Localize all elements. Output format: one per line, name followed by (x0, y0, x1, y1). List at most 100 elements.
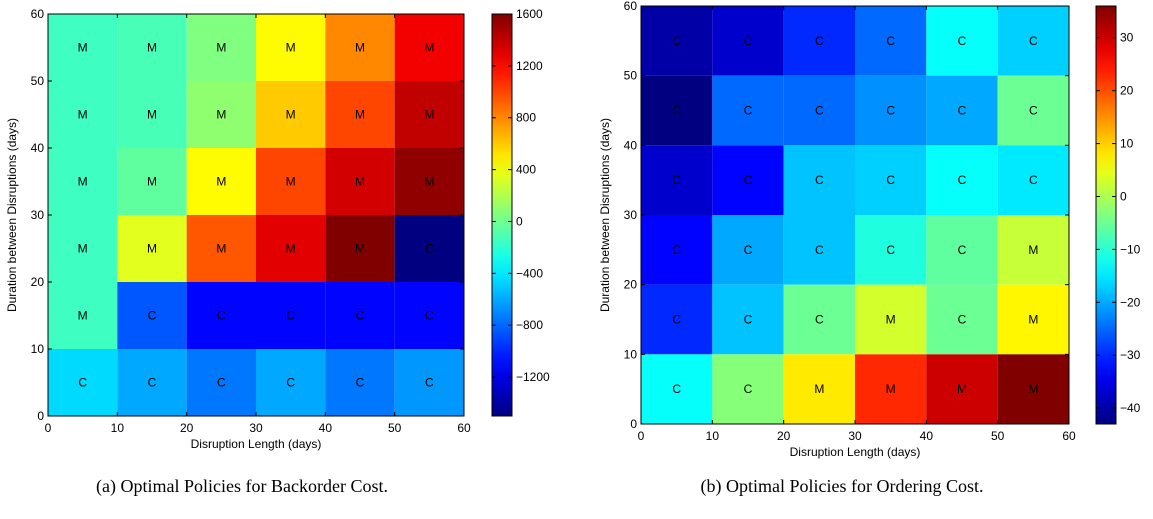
heatmap-cell-a-r1-c1 (117, 81, 187, 148)
heatmap-cell-b-r0-c0 (641, 6, 713, 76)
heatmap-cell-b-r1-c5 (997, 75, 1069, 146)
heatmap-cell-a-r4-c1 (117, 282, 187, 349)
cell-label-b-r1-c0: C (672, 104, 681, 118)
heatmap-cell-b-r5-c2 (783, 354, 855, 424)
cell-label-a-r5-c3: C (286, 376, 295, 390)
y-tick-label-a-2: 20 (31, 275, 45, 289)
heatmap-cell-b-r2-c2 (783, 145, 855, 215)
colorbar-tick-label-a-7: −1200 (516, 370, 550, 384)
x-tick-label-b-2: 20 (777, 429, 791, 443)
heatmap-cell-b-r2-c1 (712, 145, 784, 215)
heatmap-cell-a-r1-c0 (48, 81, 118, 148)
heatmap-cell-a-r0-c5 (394, 14, 464, 81)
y-tick-label-a-0: 0 (37, 409, 44, 423)
heatmap-cell-b-r1-c2 (783, 75, 855, 146)
heatmap-cell-a-r2-c3 (256, 148, 326, 215)
cell-label-b-r1-c1: C (744, 104, 753, 118)
cell-label-a-r1-c2: M (216, 108, 226, 122)
colorbar-tick-label-b-7: −40 (1120, 401, 1141, 415)
colorbar-tick-label-b-1: 20 (1120, 84, 1134, 98)
cell-label-a-r2-c3: M (286, 175, 296, 189)
heatmap-cell-a-r5-c5 (394, 349, 464, 416)
heatmap-cell-a-r3-c5 (394, 215, 464, 282)
cell-label-a-r4-c1: C (148, 309, 157, 323)
x-tick-label-a-3: 30 (249, 421, 263, 435)
cell-label-b-r3-c3: C (886, 243, 895, 257)
cell-label-a-r5-c1: C (148, 376, 157, 390)
colorbar-tick-label-a-4: 0 (516, 214, 523, 228)
cell-label-b-r2-c1: C (744, 173, 753, 187)
heatmap-cell-b-r4-c1 (712, 284, 784, 355)
heatmap-cell-b-r4-c3 (855, 284, 927, 355)
cell-label-a-r4-c0: M (78, 309, 88, 323)
cell-label-b-r3-c4: C (958, 243, 967, 257)
heatmap-cell-b-r1-c1 (712, 75, 784, 146)
cell-label-a-r0-c2: M (216, 41, 226, 55)
cell-label-a-r3-c5: C (425, 242, 434, 256)
cell-label-a-r5-c0: C (78, 376, 87, 390)
heatmap-cell-b-r3-c0 (641, 215, 713, 285)
cell-label-a-r0-c1: M (147, 41, 157, 55)
x-tick-label-b-0: 0 (638, 429, 645, 443)
cell-label-a-r4-c3: C (286, 309, 295, 323)
heatmap-a: M M M M M M M M M M M M M M M M M M M M M M M C M C C C C C C C C C C C 0 10 2… (5, 7, 550, 451)
cell-label-b-r2-c0: C (672, 173, 681, 187)
cell-label-a-r4-c5: C (425, 309, 434, 323)
cell-label-b-r1-c4: C (958, 104, 967, 118)
cell-label-b-r5-c4: M (957, 382, 967, 396)
heatmap-cell-b-r5-c3 (855, 354, 927, 424)
heatmap-cell-b-r3-c4 (926, 215, 998, 285)
heatmap-cell-a-r4-c5 (394, 282, 464, 349)
heatmap-cell-b-r2-c0 (641, 145, 713, 215)
cell-label-a-r3-c0: M (78, 242, 88, 256)
heatmap-cell-a-r5-c1 (117, 349, 187, 416)
cell-label-a-r1-c4: M (355, 108, 365, 122)
heatmap-cell-b-r4-c2 (783, 284, 855, 355)
cell-label-b-r4-c2: C (815, 313, 824, 327)
y-tick-label-a-6: 60 (31, 7, 45, 21)
colorbar-tick-label-a-1: 1200 (516, 59, 543, 73)
heatmap-cell-a-r3-c4 (325, 215, 395, 282)
heatmap-cell-a-r3-c0 (48, 215, 118, 282)
y-axis-label-b: Duration between Disruptions (days) (598, 118, 612, 312)
heatmap-cell-a-r1-c3 (256, 81, 326, 148)
heatmap-cell-b-r0-c3 (855, 6, 927, 76)
cell-label-b-r3-c1: C (744, 243, 753, 257)
cell-label-a-r1-c1: M (147, 108, 157, 122)
x-tick-label-a-6: 60 (457, 421, 471, 435)
cell-label-b-r3-c5: M (1028, 243, 1038, 257)
heatmap-cell-a-r3-c2 (186, 215, 256, 282)
cell-label-b-r5-c5: M (1028, 382, 1038, 396)
heatmap-cell-a-r0-c1 (117, 14, 187, 81)
heatmap-cell-b-r0-c1 (712, 6, 784, 76)
cell-label-b-r2-c2: C (815, 173, 824, 187)
heatmap-cell-b-r0-c5 (997, 6, 1069, 76)
heatmap-cell-a-r5-c4 (325, 349, 395, 416)
colorbar-tick-label-b-6: −30 (1120, 348, 1141, 362)
caption-a: (a) Optimal Policies for Backorder Cost. (96, 476, 388, 497)
heatmap-cell-b-r0-c2 (783, 6, 855, 76)
x-tick-label-b-5: 50 (991, 429, 1005, 443)
heatmap-cell-b-r4-c4 (926, 284, 998, 355)
heatmap-cell-a-r0-c2 (186, 14, 256, 81)
cell-label-b-r0-c4: C (958, 34, 967, 48)
cell-label-b-r1-c5: C (1029, 104, 1038, 118)
cell-label-b-r4-c3: M (886, 313, 896, 327)
heatmap-cell-b-r0-c4 (926, 6, 998, 76)
cell-label-b-r0-c2: C (815, 34, 824, 48)
x-tick-label-a-1: 10 (111, 421, 125, 435)
cell-label-a-r3-c2: M (216, 242, 226, 256)
cell-label-b-r0-c3: C (886, 34, 895, 48)
heatmap-cell-b-r3-c5 (997, 215, 1069, 285)
heatmap-cell-a-r5-c3 (256, 349, 326, 416)
cell-label-b-r5-c2: M (814, 382, 824, 396)
colorbar-tick-label-a-5: −400 (516, 266, 543, 280)
heatmap-cell-a-r4-c0 (48, 282, 118, 349)
cell-label-b-r2-c4: C (958, 173, 967, 187)
cell-label-a-r2-c0: M (78, 175, 88, 189)
heatmap-cell-a-r2-c2 (186, 148, 256, 215)
cell-label-b-r4-c5: M (1028, 313, 1038, 327)
heatmap-cell-b-r2-c3 (855, 145, 927, 215)
heatmap-cell-b-r1-c0 (641, 75, 713, 146)
heatmap-cell-b-r5-c0 (641, 354, 713, 424)
